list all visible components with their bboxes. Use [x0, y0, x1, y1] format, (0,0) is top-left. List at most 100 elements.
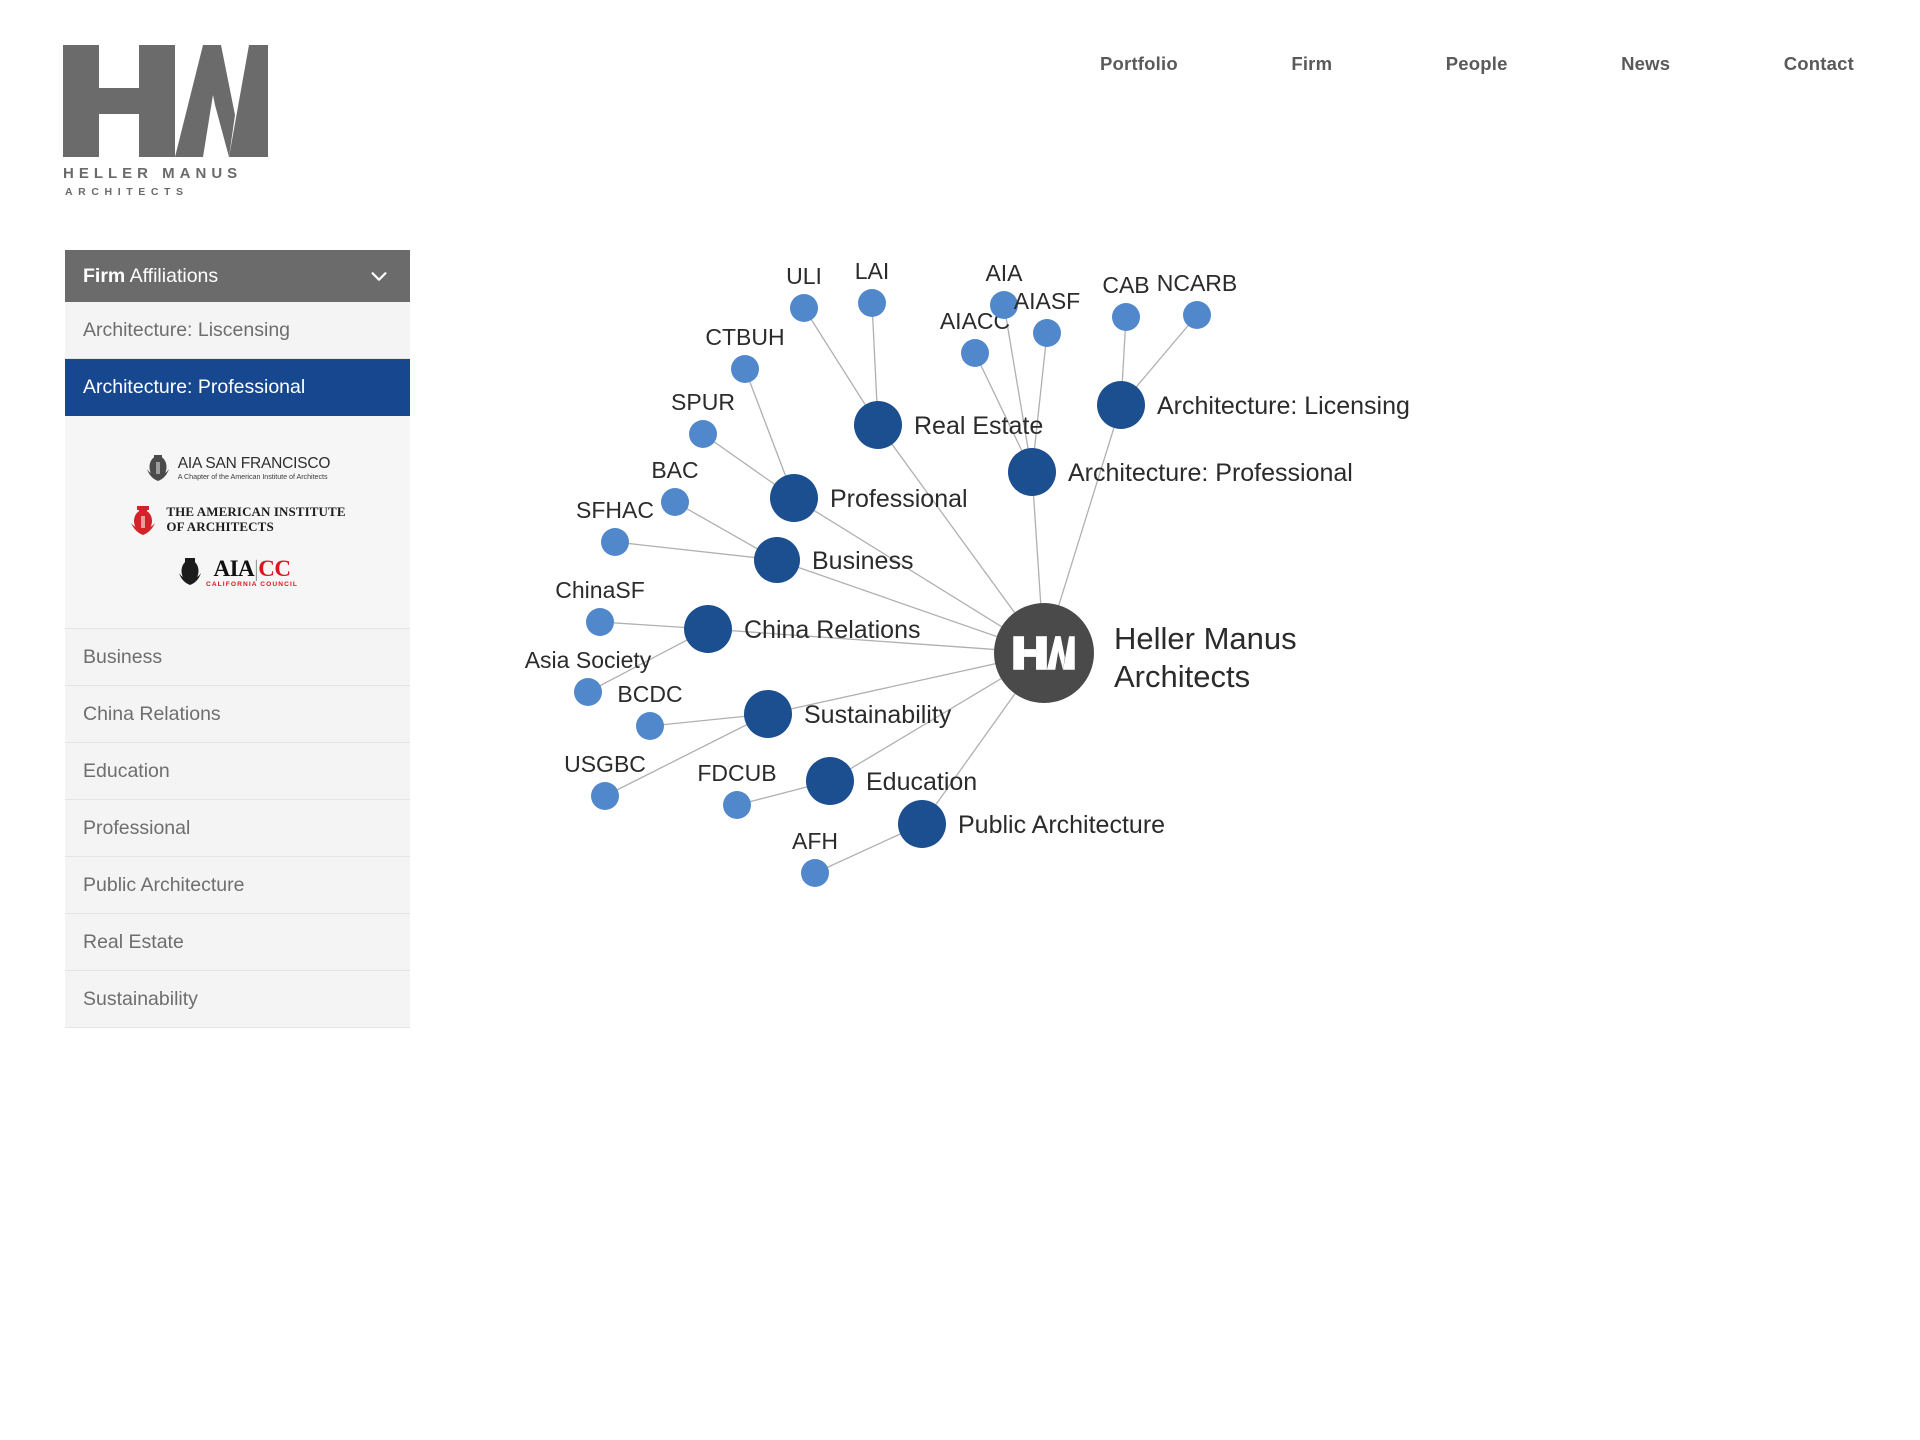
node-label: CAB: [1102, 272, 1149, 298]
graph-node-ctbuh[interactable]: CTBUH: [705, 324, 785, 383]
node-circle[interactable]: [1112, 303, 1140, 331]
graph-node-arch_professional[interactable]: Architecture: Professional: [1008, 448, 1353, 496]
sidebar-item-professional[interactable]: Professional: [65, 800, 410, 857]
sidebar-item-real-estate[interactable]: Real Estate: [65, 914, 410, 971]
node-circle[interactable]: [854, 401, 902, 449]
hub-label-line2: Architects: [1114, 659, 1250, 694]
graph-node-sustainability[interactable]: Sustainability: [744, 690, 952, 738]
node-label: Education: [866, 768, 977, 796]
nav-item-contact[interactable]: Contact: [1783, 53, 1854, 74]
top-navigation: Portfolio Firm People News Contact: [1100, 46, 1920, 82]
graph-node-aia[interactable]: AIA: [985, 260, 1023, 319]
sidebar-header-toggle[interactable]: Firm Affiliations: [65, 250, 410, 302]
node-circle[interactable]: [601, 528, 629, 556]
node-circle[interactable]: [574, 678, 602, 706]
graph-node-afh[interactable]: AFH: [792, 828, 838, 887]
graph-node-aiasf[interactable]: AIASF: [1014, 288, 1080, 347]
node-label: Public Architecture: [958, 811, 1165, 839]
graph-node-china_relations[interactable]: China Relations: [684, 605, 921, 653]
node-circle[interactable]: [636, 712, 664, 740]
aia-sf-name: AIA SAN FRANCISCO: [177, 454, 331, 472]
hm-logo-mark: [63, 45, 268, 157]
node-circle[interactable]: [858, 289, 886, 317]
graph-node-spur[interactable]: SPUR: [671, 389, 735, 448]
graph-node-business[interactable]: Business: [754, 537, 913, 583]
node-circle[interactable]: [990, 291, 1018, 319]
aiacc-cc: CC: [258, 555, 291, 581]
graph-node-education[interactable]: Education: [806, 757, 977, 805]
logo-aiacc-california-council[interactable]: AIA|CC CALIFORNIA COUNCIL: [65, 546, 410, 598]
sidebar-item-business[interactable]: Business: [65, 629, 410, 686]
graph-node-arch_licensing[interactable]: Architecture: Licensing: [1097, 381, 1410, 429]
node-circle[interactable]: [898, 800, 946, 848]
logo-subwordmark: ARCHITECTS: [65, 186, 189, 198]
node-circle[interactable]: [961, 339, 989, 367]
graph-node-ncarb[interactable]: NCARB: [1157, 270, 1238, 329]
aia-crest-icon: [146, 455, 169, 481]
node-circle[interactable]: [744, 690, 792, 738]
node-circle[interactable]: [806, 757, 854, 805]
aiacc-tagline: CALIFORNIA COUNCIL: [205, 580, 299, 588]
node-circle[interactable]: [770, 474, 818, 522]
node-label: Architecture: Licensing: [1157, 392, 1410, 420]
sidebar-item-sustainability[interactable]: Sustainability: [65, 971, 410, 1028]
node-circle[interactable]: [723, 791, 751, 819]
nav-item-people[interactable]: People: [1445, 53, 1508, 74]
aiacc-name: AIA|CC: [206, 557, 298, 580]
sidebar-header-strong: Firm: [83, 264, 126, 287]
graph-node-bac[interactable]: BAC: [651, 457, 699, 516]
node-circle[interactable]: [731, 355, 759, 383]
graph-node-bcdc[interactable]: BCDC: [617, 681, 683, 740]
nav-item-firm[interactable]: Firm: [1291, 53, 1333, 74]
site-logo[interactable]: HELLER MANUS ARCHITECTS: [63, 45, 303, 198]
graph-node-cab[interactable]: CAB: [1102, 272, 1150, 331]
node-circle[interactable]: [754, 537, 800, 583]
graph-node-asia_society[interactable]: Asia Society: [525, 647, 652, 706]
node-circle[interactable]: [684, 605, 732, 653]
node-circle[interactable]: [1008, 448, 1056, 496]
node-label: SPUR: [671, 389, 735, 415]
chevron-down-icon[interactable]: [368, 265, 390, 287]
graph-node-uli[interactable]: ULI: [786, 263, 822, 322]
sidebar-item-china-relations[interactable]: China Relations: [65, 686, 410, 743]
node-label: FDCUB: [697, 760, 776, 786]
node-label: BAC: [651, 457, 698, 483]
graph-node-lai[interactable]: LAI: [855, 258, 890, 317]
nav-item-news[interactable]: News: [1621, 53, 1671, 74]
sidebar-item-education[interactable]: Education: [65, 743, 410, 800]
graph-edge: [604, 713, 769, 797]
nav-item-portfolio[interactable]: Portfolio: [1100, 53, 1178, 74]
node-label: Asia Society: [525, 647, 652, 673]
sidebar-item-public-architecture[interactable]: Public Architecture: [65, 857, 410, 914]
node-label: NCARB: [1157, 270, 1238, 296]
node-circle[interactable]: [1183, 301, 1211, 329]
node-circle[interactable]: [591, 782, 619, 810]
graph-node-aiacc[interactable]: AIACC: [940, 308, 1010, 367]
node-label: ULI: [786, 263, 822, 289]
graph-node-usgbc[interactable]: USGBC: [564, 751, 646, 810]
node-label: Real Estate: [914, 412, 1043, 440]
graph-member-nodes: ULI LAI CTBUH SPUR BAC SFHAC ChinaSF Asia Socie…: [525, 258, 1238, 887]
aiacc-crest-icon: [178, 558, 201, 585]
aiacc-text-block: AIA|CC CALIFORNIA COUNCIL: [206, 557, 298, 588]
aia-red-crest-icon: [131, 506, 156, 535]
graph-node-fdcub[interactable]: FDCUB: [697, 760, 777, 819]
node-circle[interactable]: [689, 420, 717, 448]
graph-node-chinasf[interactable]: ChinaSF: [555, 577, 645, 636]
sidebar-item-architecture-liscensing[interactable]: Architecture: Liscensing: [65, 302, 410, 359]
graph-node-sfhac[interactable]: SFHAC: [576, 497, 654, 556]
logo-aia-san-francisco[interactable]: AIA SAN FRANCISCO A Chapter of the Ameri…: [65, 442, 410, 494]
graph-node-public_architecture[interactable]: Public Architecture: [898, 800, 1165, 848]
node-circle[interactable]: [1097, 381, 1145, 429]
node-circle[interactable]: [801, 859, 829, 887]
node-circle[interactable]: [661, 488, 689, 516]
graph-node-real_estate[interactable]: Real Estate: [854, 401, 1043, 449]
logo-american-institute-of-architects[interactable]: THE AMERICAN INSTITUTE OF ARCHITECTS: [65, 494, 410, 546]
node-circle[interactable]: [586, 608, 614, 636]
graph-node-professional[interactable]: Professional: [770, 474, 968, 522]
node-label: AFH: [792, 828, 838, 854]
node-circle[interactable]: [790, 294, 818, 322]
sidebar-item-architecture-professional[interactable]: Architecture: Professional: [65, 359, 410, 416]
node-circle[interactable]: [1033, 319, 1061, 347]
